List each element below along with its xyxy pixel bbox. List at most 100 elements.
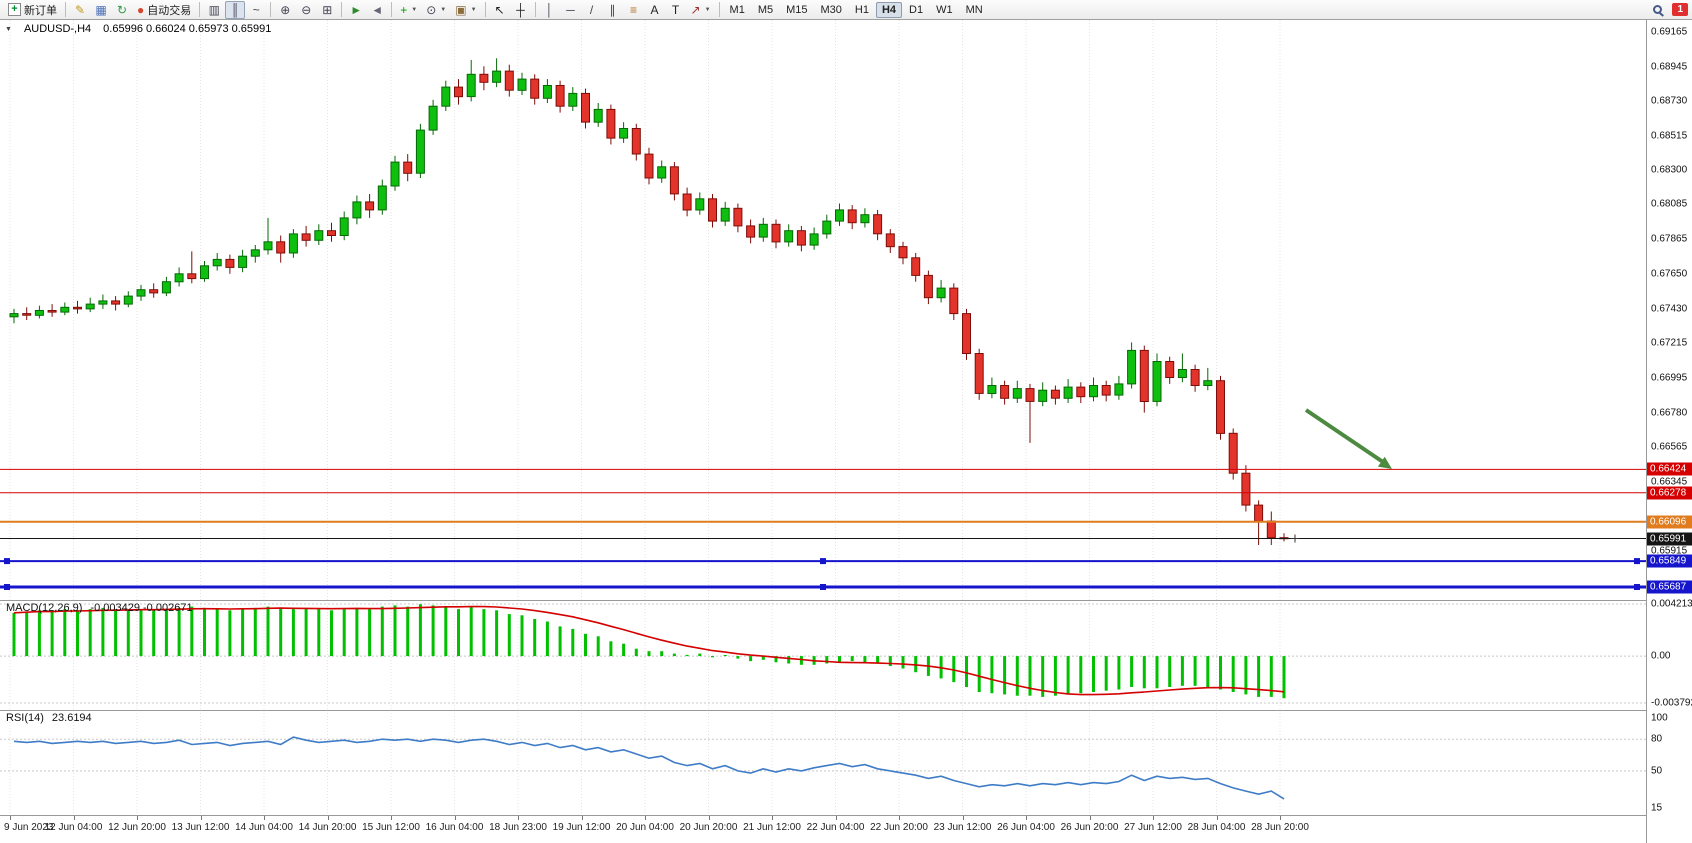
indicators-button[interactable]: + ▼	[396, 1, 421, 19]
timeframe-m1[interactable]: M1	[724, 2, 751, 18]
candle-up	[377, 185, 387, 211]
autotrading-button[interactable]: ● 自动交易	[133, 1, 195, 19]
timeframe-w1[interactable]: W1	[930, 2, 959, 18]
candle-up	[415, 129, 425, 174]
candlestick-chart[interactable]	[0, 20, 1646, 600]
rsi-line	[13, 736, 1285, 800]
candle-down	[111, 300, 121, 305]
line-handle[interactable]	[1634, 584, 1640, 590]
new-order-button[interactable]: + 新订单	[4, 1, 61, 19]
notification-badge[interactable]: 1	[1672, 3, 1688, 16]
timeframe-m5[interactable]: M5	[752, 2, 779, 18]
time-axis-label: 14 Jun 04:00	[235, 822, 293, 833]
bar-chart-button[interactable]: ▥	[204, 1, 224, 19]
price-badge-support-line-blue-2: 0.65687	[1647, 580, 1692, 594]
text-button[interactable]: A	[645, 1, 665, 19]
tile-windows-button[interactable]: ⊞	[317, 1, 337, 19]
price-badge-resistance-line-2: 0.66278	[1647, 486, 1692, 500]
candle-up	[1127, 349, 1137, 385]
time-axis-tick	[708, 816, 710, 820]
macd-label-values: -0.003429 -0.002671	[90, 602, 193, 614]
price-badge-support-line-blue-1: 0.65849	[1647, 554, 1692, 568]
auto-scroll-button[interactable]: ►	[346, 1, 366, 19]
rsi-label: RSI(14) 23.6194	[6, 712, 92, 724]
candle-up	[250, 249, 260, 257]
timeframe-d1[interactable]: D1	[903, 2, 929, 18]
macd-panel[interactable]: MACD(12,26,9) -0.003429 -0.002671	[0, 600, 1646, 710]
candle-up	[1012, 388, 1022, 399]
macd-chart[interactable]	[0, 600, 1646, 710]
text-label-button[interactable]: T	[666, 1, 686, 19]
macd-scale-label: 0.004213	[1651, 598, 1692, 610]
time-axis-tick	[10, 816, 11, 820]
vertical-line-button[interactable]: │	[540, 1, 560, 19]
panel-divider[interactable]	[0, 600, 1692, 601]
channel-button[interactable]: ∥	[603, 1, 623, 19]
timeframe-m5-label: M5	[757, 3, 774, 16]
down-arrow-annotation[interactable]	[1304, 408, 1385, 464]
line-handle[interactable]	[4, 558, 10, 565]
zoom-in-button[interactable]: ⊕	[275, 1, 295, 19]
autotrading-button-label: 自动交易	[147, 4, 192, 17]
candlestick-button[interactable]: ║	[225, 0, 246, 19]
price-scale[interactable]: 0.69165 0.68945 0.68730 0.68515 0.68300 0.680…	[1646, 20, 1692, 843]
toolbar-separator	[534, 2, 536, 17]
timeframe-mn[interactable]: MN	[960, 2, 989, 18]
rsi-label-value: 23.6194	[51, 712, 92, 724]
macd-signal-line	[13, 605, 1285, 696]
trendline-button[interactable]: /	[582, 1, 602, 19]
symbol-dropdown-icon[interactable]: ▼	[5, 25, 12, 33]
candle-up	[987, 385, 997, 394]
price-scale-label: 0.66995	[1651, 372, 1688, 384]
candle-down	[555, 85, 565, 107]
template-icon: ▣	[455, 2, 467, 17]
time-axis[interactable]: 9 Jun 2023 12 Jun 04:00 12 Jun 20:00 13 Jun…	[0, 815, 1692, 843]
panel-divider[interactable]	[0, 710, 1692, 711]
candle-up	[835, 209, 844, 222]
candle-up	[1038, 389, 1048, 402]
candle-down	[454, 86, 463, 98]
rsi-chart[interactable]	[0, 710, 1646, 815]
main-chart-panel[interactable]: ▼ AUDUSD-,H4 0.65996 0.66024 0.65973 0.6…	[0, 20, 1646, 600]
toolbar: + 新订单 ✎ ▦ ↻ ● 自动交易 ▥ ║ ~ ⊕ ⊖ ⊞ ► ◄ + ▼ ⊙ ▼ ▣ ▼ ↖ ┼ │ ─ / ∥ ≡ A T ↗ ▼ M1 M…	[0, 0, 1692, 20]
crosshair-button[interactable]: ┼	[511, 1, 531, 19]
candle-down	[1050, 389, 1060, 399]
profiles-button[interactable]: ↻	[112, 1, 132, 19]
timeframe-m15[interactable]: M15	[780, 2, 813, 18]
line-chart-button[interactable]: ~	[246, 1, 266, 19]
line-handle[interactable]	[4, 584, 10, 590]
candle-up	[60, 306, 70, 313]
time-axis-label: 22 Jun 20:00	[870, 822, 928, 833]
cursor-button[interactable]: ↖	[490, 1, 510, 19]
line-handle[interactable]	[820, 558, 826, 565]
metaeditor-button[interactable]: ✎	[70, 1, 90, 19]
timeframe-h4[interactable]: H4	[875, 1, 903, 18]
fibonacci-button[interactable]: ≡	[624, 1, 644, 19]
line-handle[interactable]	[820, 584, 826, 590]
candle-up	[809, 233, 819, 246]
candle-down	[669, 166, 679, 195]
macd-label: MACD(12,26,9) -0.003429 -0.002671	[6, 602, 193, 614]
search-button[interactable]	[1647, 1, 1667, 19]
ohlc-readout: 0.65996 0.66024 0.65973 0.65991	[103, 23, 272, 35]
candle-up	[593, 108, 603, 123]
metaeditor-icon: ✎	[74, 2, 86, 17]
new-chart-button[interactable]: ▦	[91, 1, 111, 19]
candle-down	[873, 214, 883, 235]
timeframe-h1[interactable]: H1	[849, 2, 875, 18]
candle-down	[962, 313, 971, 355]
timeframe-m30[interactable]: M30	[815, 2, 848, 18]
line-handle[interactable]	[1634, 558, 1640, 565]
candle-down	[974, 353, 984, 394]
zoom-out-button[interactable]: ⊖	[296, 1, 316, 19]
time-axis-label: 15 Jun 12:00	[362, 822, 420, 833]
candlestick-icon: ║	[230, 2, 240, 17]
candle-up	[288, 233, 298, 254]
chart-shift-button[interactable]: ◄	[367, 1, 387, 19]
periods-button[interactable]: ⊙ ▼	[422, 1, 450, 19]
arrows-button[interactable]: ↗ ▼	[687, 1, 715, 19]
horizontal-line-button[interactable]: ─	[561, 1, 581, 19]
candle-up	[1152, 361, 1162, 402]
rsi-panel[interactable]: RSI(14) 23.6194	[0, 710, 1646, 815]
templates-button[interactable]: ▣ ▼	[451, 1, 480, 19]
